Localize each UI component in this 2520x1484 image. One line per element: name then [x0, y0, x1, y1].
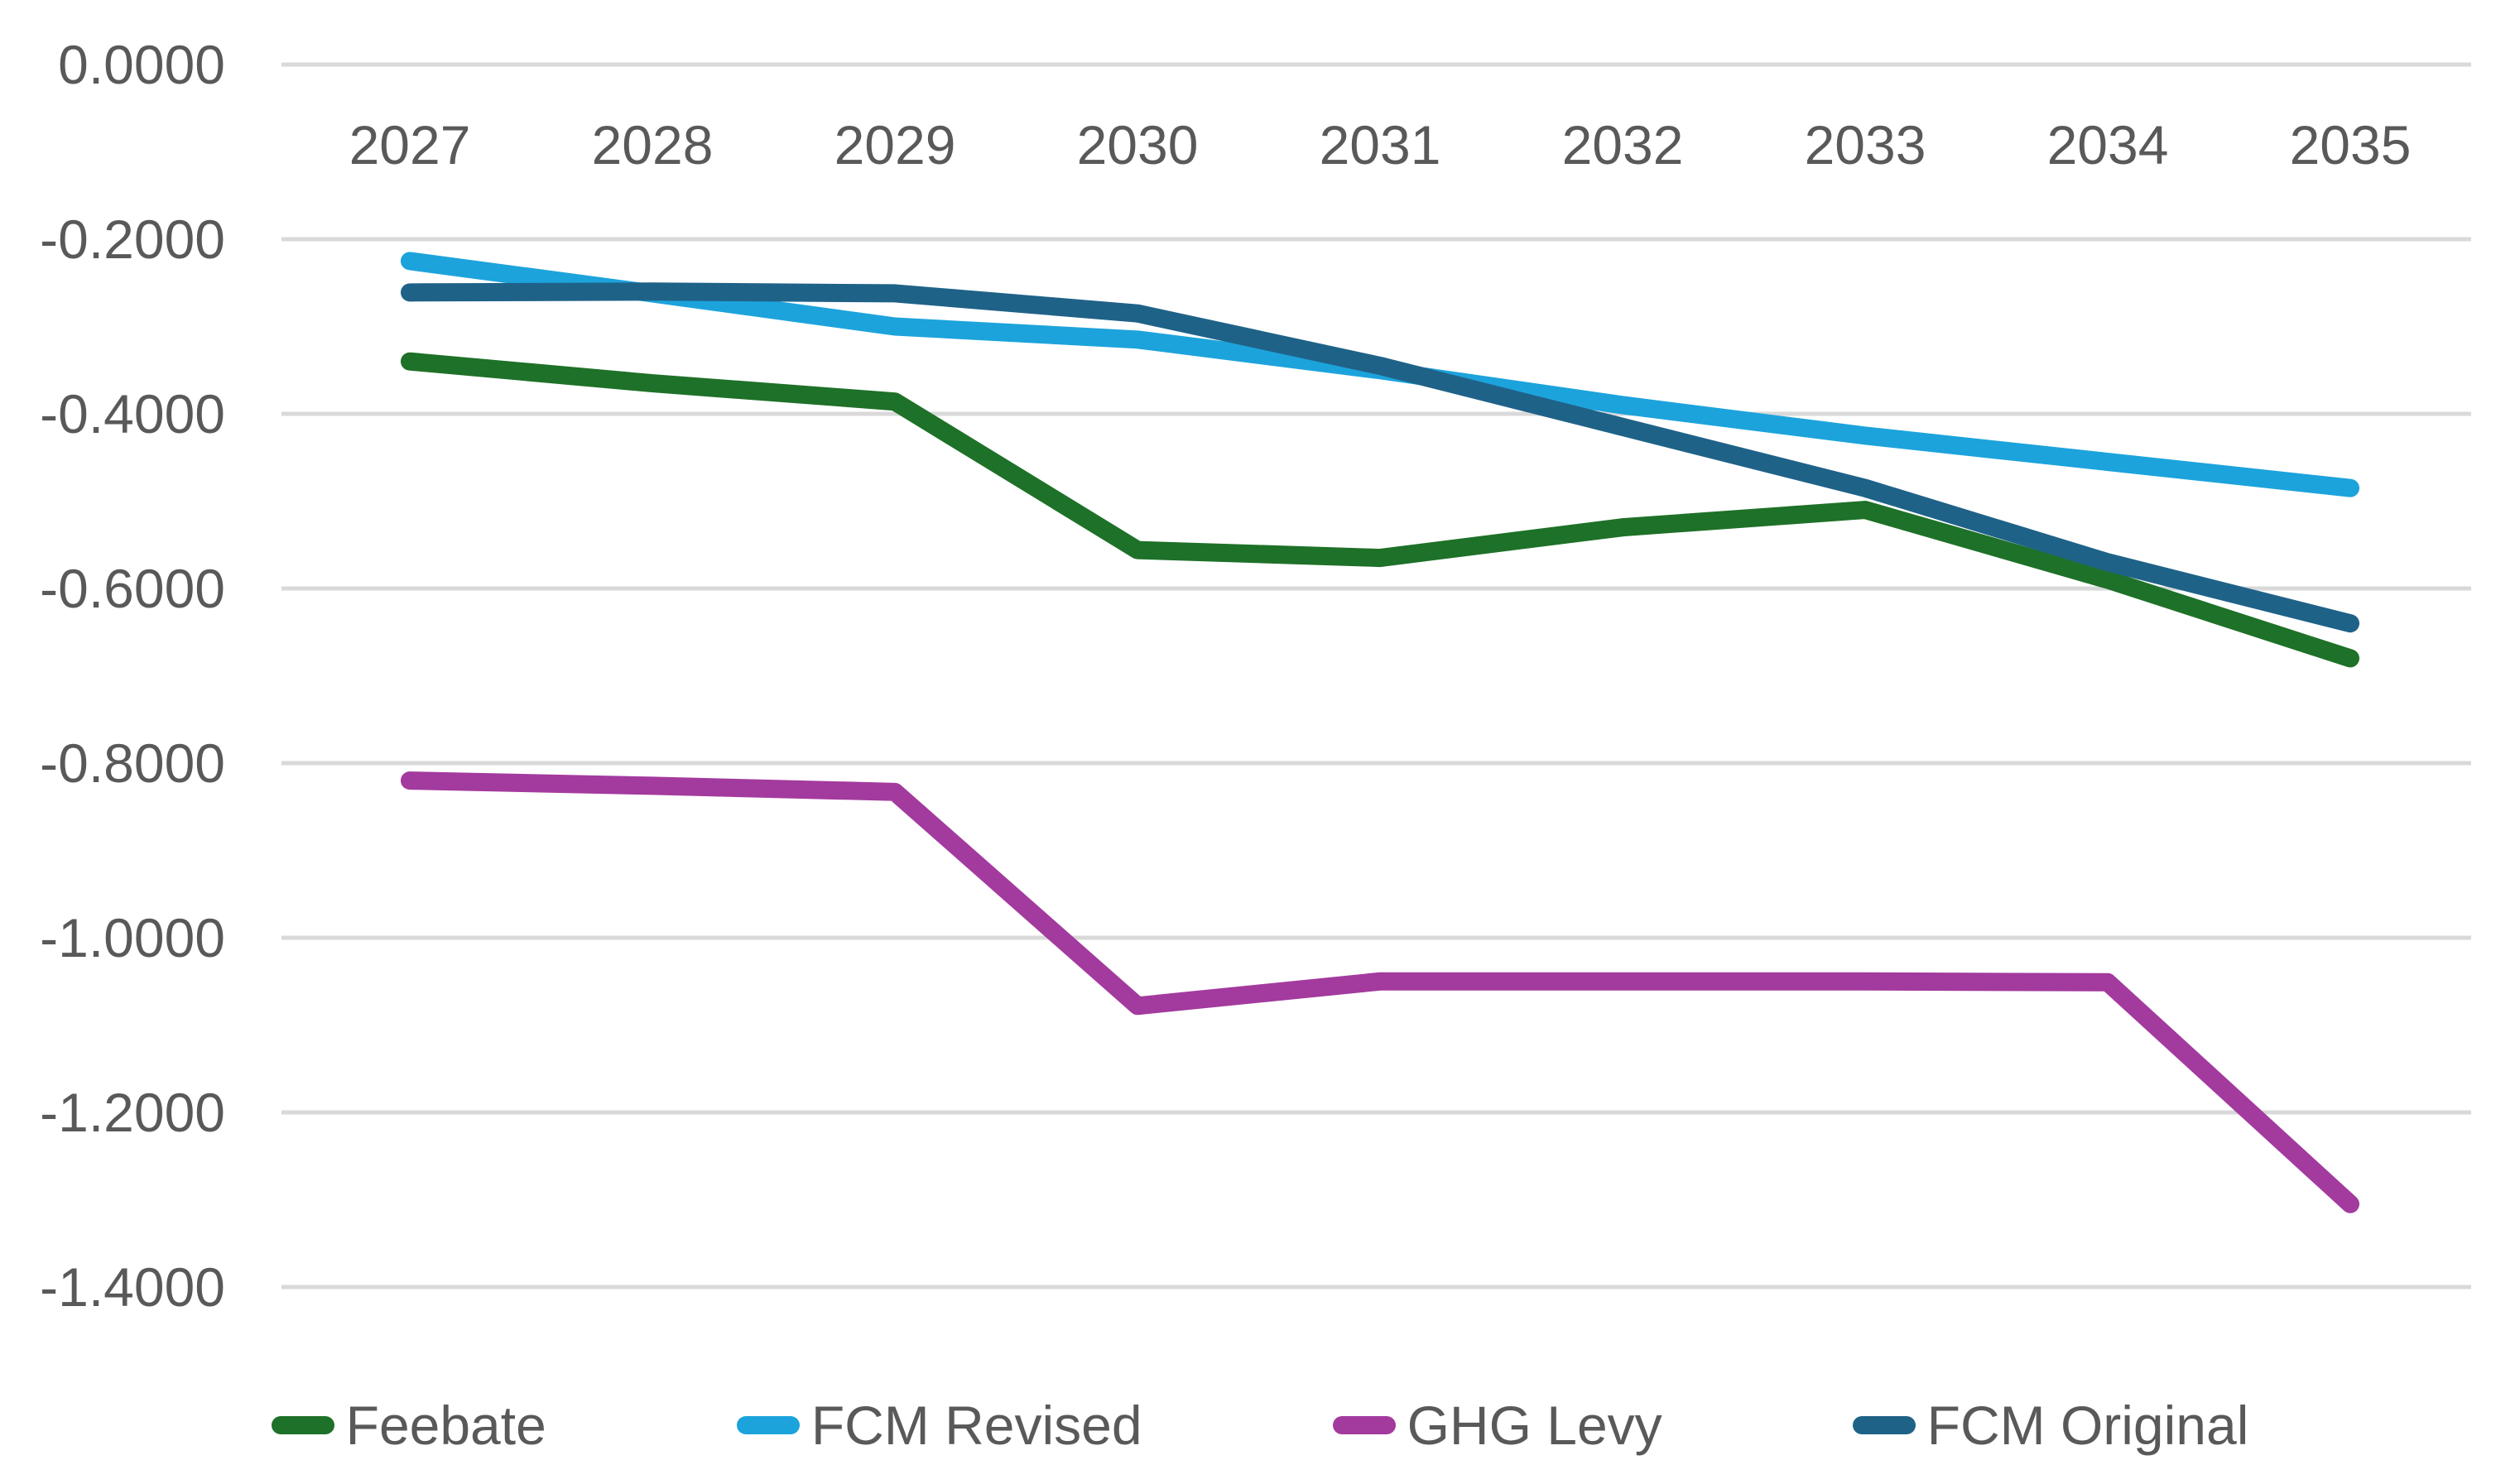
y-axis-tick-label: -0.6000 — [40, 558, 225, 619]
y-axis-tick-label: -0.8000 — [40, 732, 225, 794]
legend-label-ghg-levy: GHG Levy — [1407, 1395, 1662, 1456]
series-line-feebate — [401, 352, 2359, 668]
x-axis-label-2033: 2033 — [1805, 114, 1926, 175]
x-axis-label-2031: 2031 — [1320, 114, 1441, 175]
y-axis-tick-label: -1.0000 — [40, 907, 225, 968]
y-axis-tick-label: -0.2000 — [40, 209, 225, 270]
x-axis-label-2034: 2034 — [2047, 114, 2169, 175]
legend-item-fcm-revised: FCM Revised — [736, 1395, 1142, 1456]
legend-label-fcm-original: FCM Original — [1926, 1395, 2249, 1456]
y-axis-tick-label: 0.0000 — [58, 34, 225, 95]
legend-label-fcm-revised: FCM Revised — [810, 1395, 1142, 1456]
chart-legend: Feebate FCM Revised GHG Levy FCM Original — [0, 1384, 2520, 1467]
legend-swatch-fcm-original — [1852, 1416, 1916, 1434]
legend-item-feebate: Feebate — [271, 1395, 546, 1456]
x-axis-label-2032: 2032 — [1562, 114, 1684, 175]
series-line-ghg-levy — [401, 771, 2359, 1213]
y-axis-tick-label: -1.2000 — [40, 1082, 225, 1143]
legend-label-feebate: Feebate — [345, 1395, 546, 1456]
legend-item-fcm-original: FCM Original — [1852, 1395, 2249, 1456]
x-axis-tick-labels: 2027 2028 2029 2030 2031 2032 2033 2034 2035 — [349, 114, 2412, 175]
series-line-fcm-original — [401, 282, 2359, 633]
x-axis-label-2030: 2030 — [1077, 114, 1199, 175]
legend-swatch-fcm-revised — [736, 1416, 800, 1434]
legend-swatch-feebate — [271, 1416, 334, 1434]
x-axis-label-2035: 2035 — [2290, 114, 2412, 175]
x-axis-label-2027: 2027 — [349, 114, 471, 175]
gridlines — [281, 62, 2471, 1289]
legend-swatch-ghg-levy — [1332, 1416, 1396, 1434]
x-axis-label-2029: 2029 — [834, 114, 956, 175]
series-lines — [401, 252, 2359, 1213]
y-axis-tick-labels: 0.0000 -0.2000 -0.4000 -0.6000 -0.8000 -1.000… — [40, 34, 225, 1318]
x-axis-label-2028: 2028 — [592, 114, 714, 175]
y-axis-tick-label: -0.4000 — [40, 383, 225, 444]
y-axis-tick-label: -1.4000 — [40, 1256, 225, 1318]
legend-item-ghg-levy: GHG Levy — [1332, 1395, 1662, 1456]
